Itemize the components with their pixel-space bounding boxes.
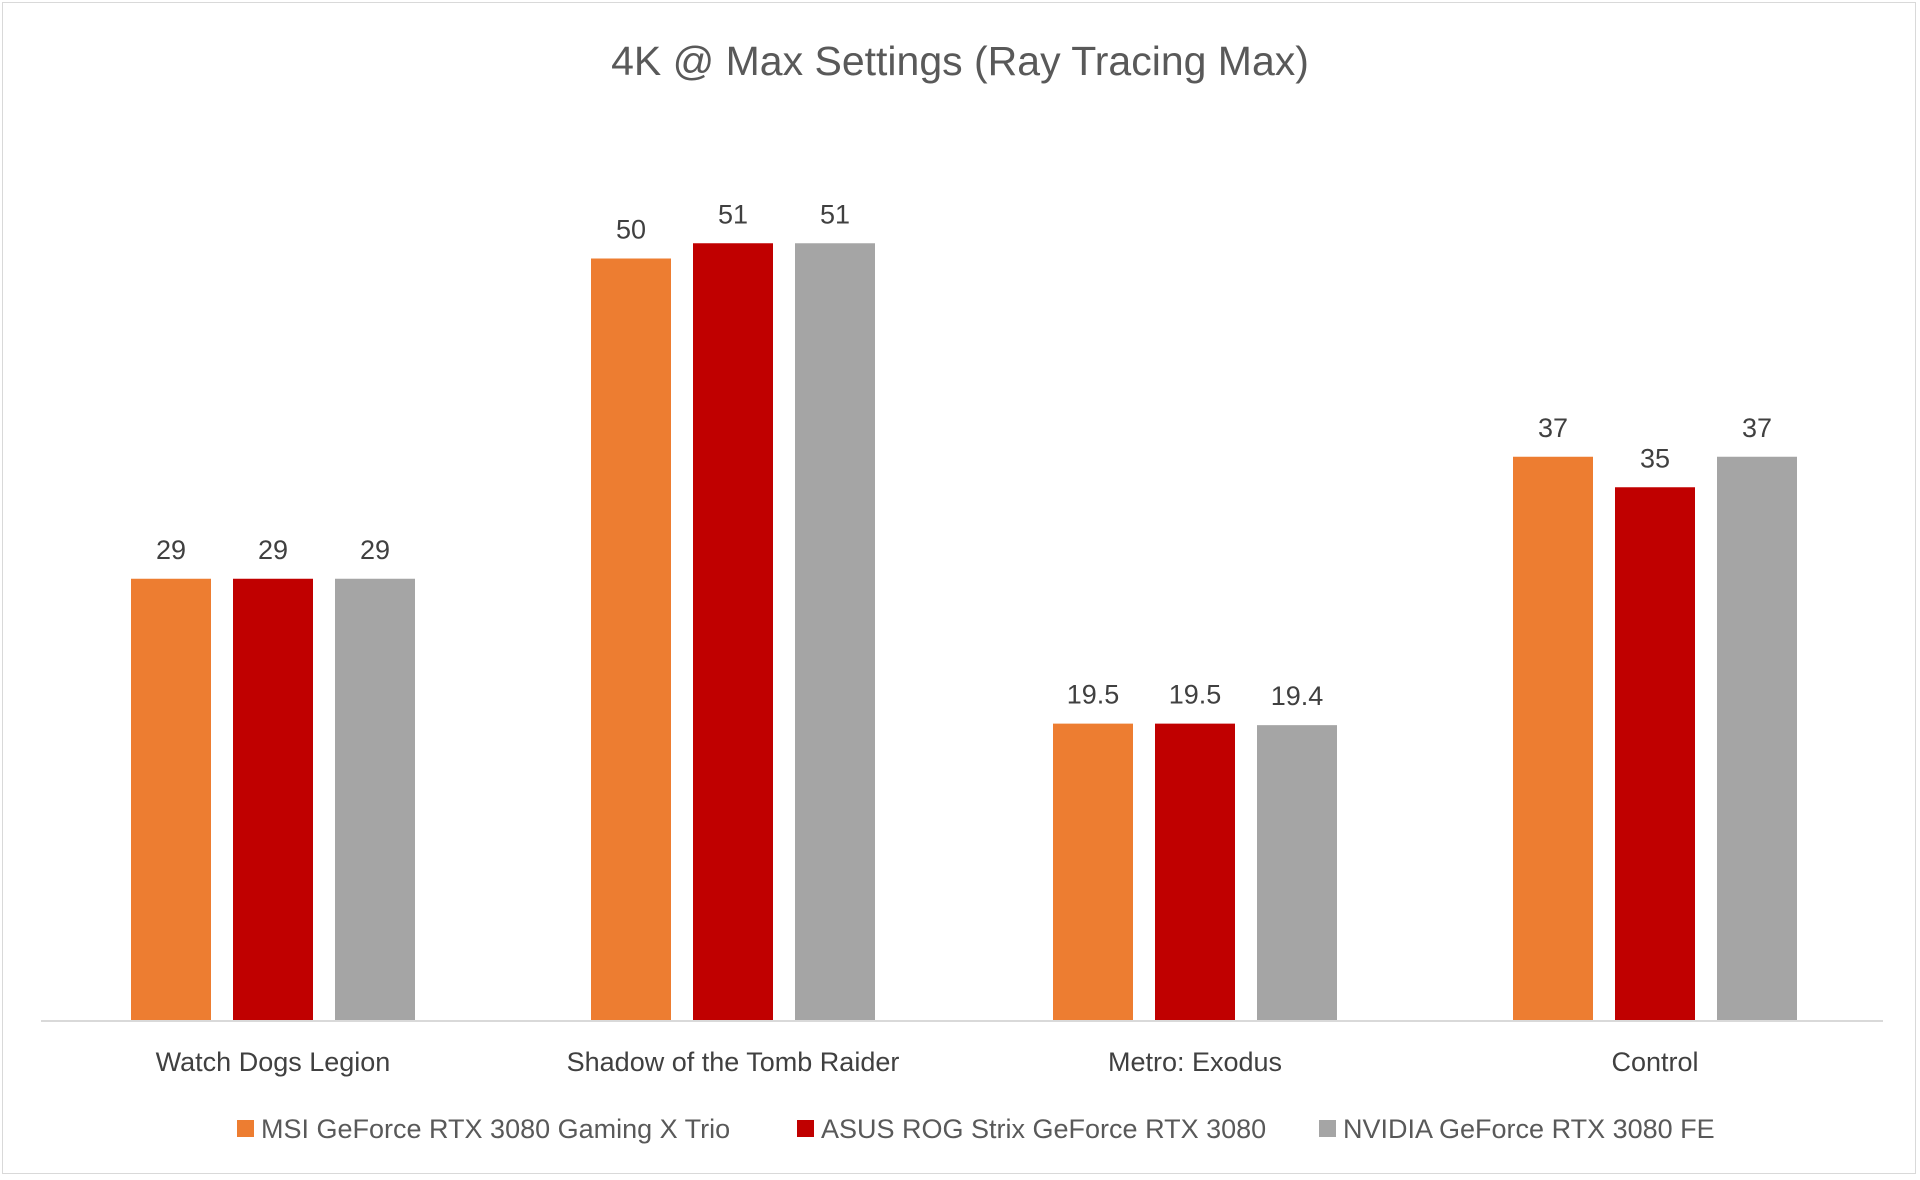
value-label-metro-exodus-series-1: 19.5: [1067, 680, 1120, 710]
bar-shadow-of-the-tomb-raider-series-1: [591, 258, 671, 1021]
legend-swatch-series-1: [237, 1120, 254, 1137]
category-label-shadow-of-the-tomb-raider: Shadow of the Tomb Raider: [567, 1047, 900, 1077]
legend-label-series-2: ASUS ROG Strix GeForce RTX 3080: [821, 1114, 1266, 1144]
bar-watch-dogs-legion-series-3: [335, 578, 415, 1021]
bar-watch-dogs-legion-series-2: [233, 578, 313, 1021]
value-label-watch-dogs-legion-series-1: 29: [156, 535, 186, 565]
value-label-shadow-of-the-tomb-raider-series-3: 51: [820, 199, 850, 229]
category-label-metro-exodus: Metro: Exodus: [1108, 1047, 1282, 1077]
legend-swatch-series-2: [797, 1120, 814, 1137]
value-label-control-series-3: 37: [1742, 413, 1772, 443]
bar-shadow-of-the-tomb-raider-series-2: [693, 243, 773, 1021]
bar-metro-exodus-series-1: [1053, 723, 1133, 1021]
value-label-shadow-of-the-tomb-raider-series-1: 50: [616, 215, 646, 245]
bar-control-series-2: [1615, 487, 1695, 1021]
value-labels-group: 29 29 29 50 51 51 19.5 19.5 19.4 37 35 37: [156, 199, 1772, 711]
legend-label-series-3: NVIDIA GeForce RTX 3080 FE: [1343, 1114, 1715, 1144]
category-labels-group: Watch Dogs Legion Shadow of the Tomb Raid…: [156, 1047, 1699, 1077]
bar-control-series-1: [1513, 456, 1593, 1021]
value-label-control-series-1: 37: [1538, 413, 1568, 443]
bar-metro-exodus-series-2: [1155, 723, 1235, 1021]
value-label-control-series-2: 35: [1640, 443, 1670, 473]
value-label-watch-dogs-legion-series-3: 29: [360, 535, 390, 565]
legend: MSI GeForce RTX 3080 Gaming X Trio ASUS R…: [237, 1114, 1715, 1144]
category-label-control: Control: [1611, 1047, 1698, 1077]
bar-shadow-of-the-tomb-raider-series-3: [795, 243, 875, 1021]
bar-metro-exodus-series-3: [1257, 725, 1337, 1021]
value-label-metro-exodus-series-2: 19.5: [1169, 680, 1222, 710]
legend-swatch-series-3: [1319, 1120, 1336, 1137]
value-label-watch-dogs-legion-series-2: 29: [258, 535, 288, 565]
bar-control-series-3: [1717, 456, 1797, 1021]
bars-group: [131, 243, 1797, 1021]
value-label-shadow-of-the-tomb-raider-series-2: 51: [718, 199, 748, 229]
bar-chart: 4K @ Max Settings (Ray Tracing Max) 29 29…: [41, 38, 1883, 1144]
value-label-metro-exodus-series-3: 19.4: [1271, 681, 1324, 711]
category-label-watch-dogs-legion: Watch Dogs Legion: [156, 1047, 391, 1077]
chart-title: 4K @ Max Settings (Ray Tracing Max): [611, 38, 1309, 84]
legend-label-series-1: MSI GeForce RTX 3080 Gaming X Trio: [261, 1114, 730, 1144]
bar-watch-dogs-legion-series-1: [131, 578, 211, 1021]
